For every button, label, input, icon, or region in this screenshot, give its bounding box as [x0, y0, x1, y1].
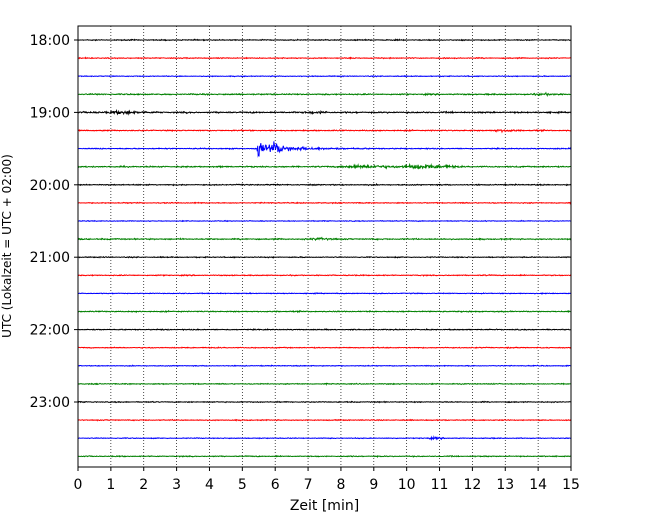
seismic-trace-2145 [77, 309, 572, 314]
x-tick-label: 14 [529, 477, 547, 493]
seismic-trace-2115 [77, 273, 572, 277]
x-axis: 0 1 2 3 4 5 6 7 8 9 10 11 12 13 14 15 [74, 467, 580, 493]
seismic-trace-2330 [77, 435, 572, 442]
trace-group [77, 38, 572, 459]
seismic-trace-1845 [77, 91, 572, 97]
seismic-trace-1900 [77, 108, 572, 116]
seismic-trace-2245 [77, 382, 572, 386]
seismic-trace-2130 [77, 291, 572, 295]
seismic-trace-2300 [77, 400, 572, 404]
seismic-trace-2000 [77, 182, 572, 187]
x-tick-label: 15 [562, 477, 580, 493]
y-axis: 18:00 19:00 20:00 21:00 22:00 23:00 [30, 33, 78, 411]
seismic-trace-1800 [77, 38, 572, 42]
seismic-trace-1915 [77, 128, 572, 134]
seismic-trace-2030 [77, 219, 572, 223]
x-tick-label: 7 [304, 477, 313, 493]
y-tick-label: 20:00 [30, 178, 70, 194]
y-tick-label: 19:00 [30, 105, 70, 121]
x-tick-label: 12 [463, 477, 481, 493]
x-tick-label: 13 [496, 477, 514, 493]
seismic-trace-2230 [77, 364, 572, 367]
y-tick-label: 18:00 [30, 33, 70, 49]
seismic-trace-2215 [77, 346, 572, 350]
seismic-trace-1930 [77, 141, 572, 158]
seismic-trace-1815 [77, 56, 572, 60]
seismic-trace-2315 [77, 418, 572, 422]
x-tick-label: 10 [398, 477, 416, 493]
y-axis-label: UTC (Lokalzeit = UTC + 02:00) [0, 154, 14, 338]
x-tick-label: 6 [271, 477, 280, 493]
seismic-trace-1945 [77, 162, 572, 170]
x-tick-label: 4 [205, 477, 214, 493]
x-tick-label: 2 [139, 477, 148, 493]
x-axis-label: Zeit [min] [290, 498, 359, 514]
vertical-grid [110, 26, 539, 467]
y-tick-label: 23:00 [30, 395, 70, 411]
x-tick-label: 3 [172, 477, 181, 493]
seismic-trace-2015 [77, 201, 572, 205]
seismic-trace-1830 [77, 74, 572, 78]
y-tick-label: 21:00 [30, 250, 70, 266]
x-tick-label: 0 [74, 477, 83, 493]
x-tick-label: 1 [106, 477, 115, 493]
x-tick-label: 8 [336, 477, 345, 493]
x-tick-label: 11 [431, 477, 449, 493]
plot-frame [77, 25, 572, 468]
seismic-trace-2045 [77, 236, 572, 242]
y-tick-label: 22:00 [30, 323, 70, 339]
seismic-trace-2100 [77, 255, 572, 259]
seismic-trace-2200 [77, 327, 572, 332]
x-tick-label: 9 [369, 477, 378, 493]
x-tick-label: 5 [238, 477, 247, 493]
seismic-trace-2345 [77, 454, 572, 459]
